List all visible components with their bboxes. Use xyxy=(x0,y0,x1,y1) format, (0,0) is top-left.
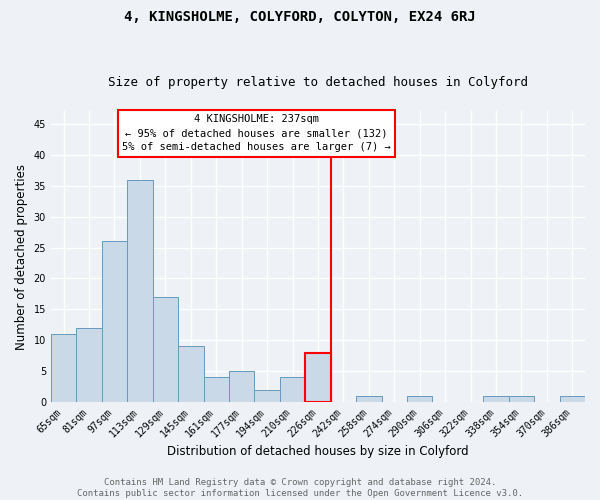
Bar xyxy=(152,297,178,402)
Title: Size of property relative to detached houses in Colyford: Size of property relative to detached ho… xyxy=(108,76,528,90)
Bar xyxy=(356,396,382,402)
Bar xyxy=(280,378,305,402)
Bar xyxy=(102,242,127,402)
Bar xyxy=(127,180,152,402)
Bar xyxy=(229,371,254,402)
Bar xyxy=(305,352,331,402)
Y-axis label: Number of detached properties: Number of detached properties xyxy=(15,164,28,350)
Bar xyxy=(483,396,509,402)
Text: 4 KINGSHOLME: 237sqm
← 95% of detached houses are smaller (132)
5% of semi-detac: 4 KINGSHOLME: 237sqm ← 95% of detached h… xyxy=(122,114,391,152)
Bar xyxy=(178,346,203,402)
Bar xyxy=(407,396,433,402)
Text: Contains HM Land Registry data © Crown copyright and database right 2024.
Contai: Contains HM Land Registry data © Crown c… xyxy=(77,478,523,498)
Bar xyxy=(305,352,331,402)
X-axis label: Distribution of detached houses by size in Colyford: Distribution of detached houses by size … xyxy=(167,444,469,458)
Bar xyxy=(51,334,76,402)
Bar xyxy=(560,396,585,402)
Bar xyxy=(509,396,534,402)
Text: 4, KINGSHOLME, COLYFORD, COLYTON, EX24 6RJ: 4, KINGSHOLME, COLYFORD, COLYTON, EX24 6… xyxy=(124,10,476,24)
Bar xyxy=(203,378,229,402)
Bar xyxy=(76,328,102,402)
Bar xyxy=(254,390,280,402)
